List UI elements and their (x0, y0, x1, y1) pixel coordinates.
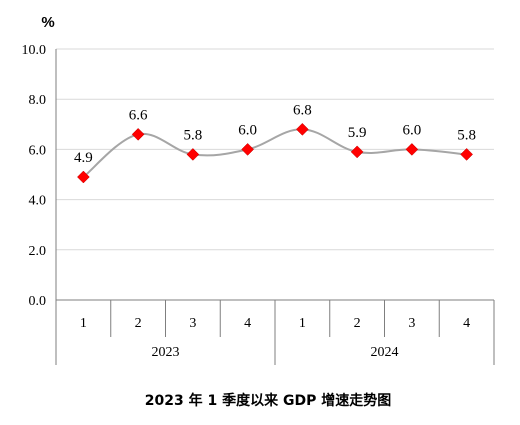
data-label: 6.6 (129, 107, 148, 123)
y-tick-label: 10.0 (22, 43, 47, 58)
x-group-label: 2024 (371, 345, 399, 360)
data-point-marker (241, 143, 254, 156)
y-tick-label: 6.0 (29, 143, 47, 158)
y-axis-ticks: 0.0 2.0 4.0 6.0 8.0 10.0 (22, 43, 47, 309)
y-tick-label: 8.0 (29, 93, 47, 108)
y-tick-label: 2.0 (29, 244, 47, 259)
data-point-marker (460, 148, 473, 161)
data-label: 5.8 (184, 127, 203, 143)
data-label: 5.8 (457, 127, 476, 143)
x-tick-label: 4 (244, 316, 251, 331)
data-point-marker (405, 143, 419, 156)
data-label: 6.0 (238, 122, 257, 138)
data-point-marker (131, 127, 145, 141)
y-tick-label: 4.0 (29, 194, 47, 209)
data-label: 6.8 (293, 102, 312, 118)
gridlines (56, 48, 494, 251)
data-label: 5.9 (348, 125, 367, 141)
x-group-label: 2023 (152, 345, 180, 360)
x-tick-label: 2 (354, 316, 361, 331)
x-tick-label: 3 (408, 316, 415, 331)
x-tick-label: 4 (463, 316, 470, 331)
y-tick-label: 0.0 (29, 294, 47, 309)
data-markers (77, 122, 473, 184)
data-point-marker (77, 170, 90, 184)
x-axis: 1 2 3 4 1 2 3 4 2023 2024 (55, 49, 495, 365)
x-tick-label: 1 (80, 316, 87, 331)
y-unit-label: % (41, 14, 54, 31)
data-labels: 4.9 6.6 5.8 6.0 6.8 5.9 6.0 5.8 (74, 102, 476, 166)
x-tick-label: 3 (189, 316, 196, 331)
chart-title: 2023 年 1 季度以来 GDP 增速走势图 (145, 392, 391, 409)
data-label: 6.0 (403, 122, 422, 138)
x-tick-label: 2 (135, 316, 142, 331)
data-point-marker (296, 122, 309, 136)
data-point-marker (186, 148, 200, 161)
data-point-marker (350, 145, 364, 159)
data-label: 4.9 (74, 150, 93, 166)
x-tick-label: 1 (299, 316, 306, 331)
